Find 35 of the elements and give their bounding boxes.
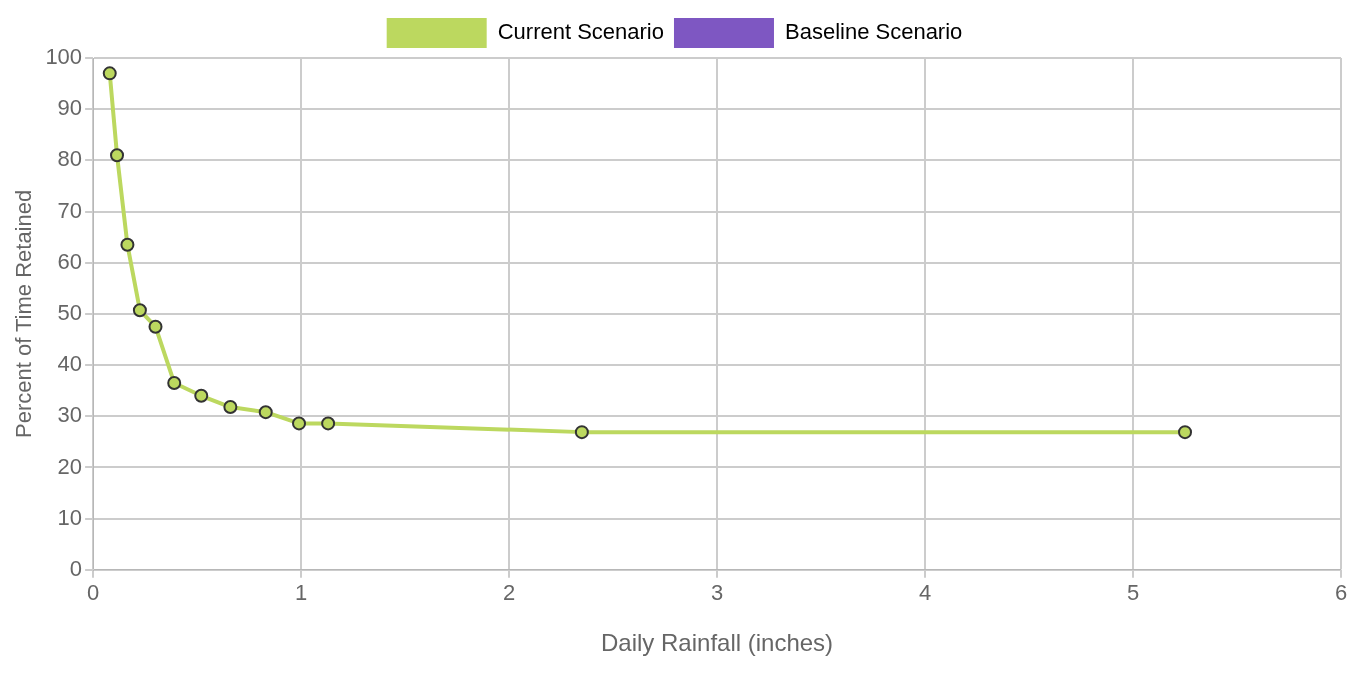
x-tick-label: 6 <box>1334 580 1348 606</box>
y-axis-title: Percent of Time Retained <box>11 189 37 439</box>
x-tick-label: 4 <box>918 580 932 606</box>
y-tick-label: 50 <box>57 299 83 325</box>
y-tick-label: 80 <box>57 146 83 172</box>
y-tick-label: 0 <box>69 555 83 581</box>
y-tick-label: 70 <box>57 197 83 223</box>
y-tick-label: 90 <box>57 95 83 121</box>
x-tick-label: 3 <box>710 580 724 606</box>
point <box>258 405 273 420</box>
x-axis-title: Daily Rainfall (inches) <box>601 629 834 657</box>
x-tick-label: 1 <box>294 580 308 606</box>
y-tick-label: 100 <box>45 44 83 70</box>
point <box>292 416 307 431</box>
point <box>1178 425 1193 440</box>
point <box>102 66 117 81</box>
point <box>194 388 209 403</box>
y-tick-label: 20 <box>57 453 83 479</box>
point <box>148 319 163 334</box>
x-tick-label: 2 <box>502 580 516 606</box>
x-tick-label: 0 <box>86 580 100 606</box>
y-tick-label: 40 <box>57 351 83 377</box>
y-tick-label: 60 <box>57 248 83 274</box>
point <box>574 425 589 440</box>
x-tick-label: 5 <box>1126 580 1140 606</box>
point <box>110 148 125 163</box>
legend-label: Current Scenario <box>497 19 664 45</box>
point <box>167 375 182 390</box>
point <box>321 416 336 431</box>
point <box>132 303 147 318</box>
y-tick-label: 10 <box>57 504 83 530</box>
point <box>223 400 238 415</box>
legend-label: Baseline Scenario <box>784 19 963 45</box>
y-tick-label: 30 <box>57 402 83 428</box>
point <box>120 237 135 252</box>
